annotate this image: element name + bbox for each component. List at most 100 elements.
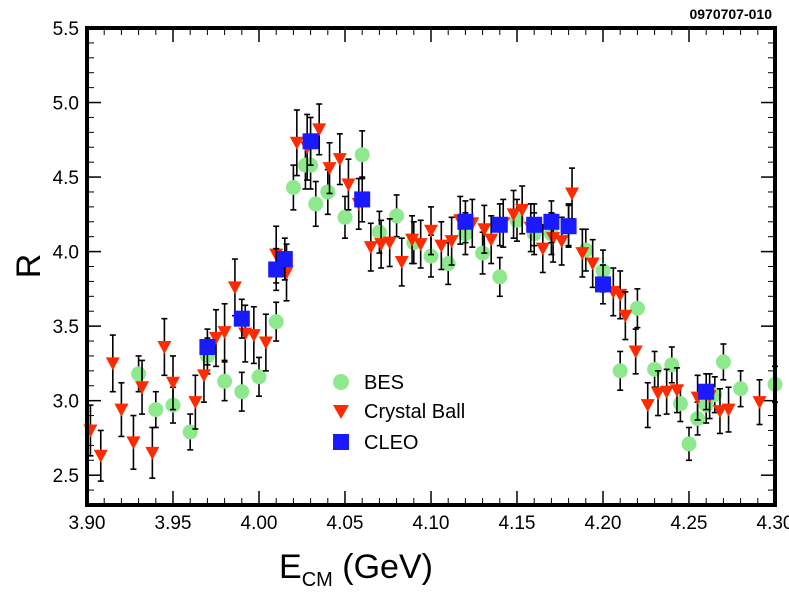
cleo-point [698,383,715,400]
crystal-ball-point [289,136,304,150]
figure-code: 0970707-010 [689,6,772,22]
crystal-ball-point [659,385,674,399]
crystal-ball-point [444,235,459,249]
crystal-ball-point [424,224,438,238]
cleo-point [276,251,293,268]
x-tick-label: 3.95 [155,513,192,534]
x-axis-label-main: E [279,548,302,586]
x-axis-label-sub: CM [302,569,333,591]
crystal-ball-point [506,208,521,222]
x-tick-label: 3.90 [69,513,106,534]
crystal-ball-point [332,153,347,167]
bes-point [612,363,628,379]
legend-crystal-ball-label: Crystal Ball [364,401,465,423]
crystal-ball-point [258,336,273,350]
bes-point [285,179,301,195]
crystal-ball-point [628,345,643,359]
crystal-ball-point [312,123,327,137]
bes-point [320,184,336,200]
x-tick-label: 4.25 [671,513,708,534]
y-tick-label: 3.5 [53,317,79,338]
cleo-point [233,310,250,327]
crystal-ball-point [752,396,767,410]
cleo-point [302,133,319,150]
x-tick-labels: 3.90 3.95 4.00 4.05 4.10 4.15 4.20 4.25 4.30 [69,513,789,534]
bes-point [354,147,370,163]
cleo-point [560,218,577,235]
crystal-ball-point [145,446,160,460]
crystal-ball-point [640,399,655,413]
crystal-ball-point [341,178,356,192]
y-axis-label: R [10,254,48,279]
bes-point [234,384,250,400]
bes-point [672,396,688,412]
cleo-point [526,216,543,233]
crystal-ball-point [405,233,420,247]
legend-cleo-marker [333,434,349,450]
legend-crystal-ball-marker [333,405,349,419]
bes-point [715,354,731,370]
crystal-ball-point [209,332,223,346]
crystal-ball-point [227,281,242,295]
cleo-point [354,191,371,208]
legend-bes-marker [333,374,349,390]
y-tick-label: 4.0 [53,243,79,264]
crystal-ball-point [565,187,580,201]
crystal-ball-point [434,239,449,253]
x-axis-label-unit: (GeV) [333,548,433,586]
crystal-ball-point [651,387,666,401]
crystal-ball-point [322,162,337,176]
crystal-ball-point [114,403,129,417]
crystal-ball-point [712,405,727,419]
bes-point [629,300,645,316]
crystal-ball-point [554,235,569,249]
bes-point [337,209,353,225]
crystal-ball-point [575,247,590,261]
bes-point [131,366,147,382]
crystal-ball-point [484,233,499,247]
crystal-ball-point [217,326,232,340]
plot-frame [85,26,777,507]
crystal-ball-point [93,449,108,463]
crystal-ball-point [413,238,428,252]
y-tick-labels: 2.5 3.0 3.5 4.0 4.5 5.0 5.5 [53,19,79,487]
y-tick-label: 5.5 [53,19,79,40]
bes-point [268,314,284,330]
crystal-ball-point [157,340,172,354]
crystal-ball-point [126,436,141,450]
x-tick-label: 4.00 [241,513,278,534]
y-tick-label: 3.0 [53,392,79,413]
cleo-point [595,276,611,293]
legend-bes-label: BES [364,372,404,394]
bes-point [492,269,508,285]
crystal-ball-point [535,242,550,256]
legend: BES Crystal Ball CLEO [333,372,465,454]
cleo-point [199,338,216,355]
x-tick-label: 4.20 [585,513,622,534]
bes-point [371,224,387,240]
x-tick-label: 4.15 [499,513,536,534]
y-tick-label: 2.5 [53,466,79,487]
crystal-ball-point [585,257,600,271]
crystal-ball-point [196,369,211,383]
crystal-ball-point [374,238,389,252]
x-axis-label: ECM (GeV) [279,548,433,591]
bes-point [148,402,164,418]
y-tick-label: 5.0 [53,94,79,115]
crystal-ball-point [135,381,150,395]
crystal-ball-point [394,256,409,270]
crystal-ball-point [166,376,180,390]
bes-point [308,196,324,212]
bes-point [217,373,233,389]
crystal-ball-point [382,236,397,250]
crystal-ball-point [669,384,684,398]
bes-point [681,436,697,452]
crystal-ball-point [246,329,261,343]
bes-point [251,369,267,385]
crystal-ball-point [477,223,492,237]
crystal-ball-point [363,241,378,255]
bes-point [647,361,663,377]
bes-point [423,248,439,264]
x-tick-label: 4.10 [413,513,450,534]
